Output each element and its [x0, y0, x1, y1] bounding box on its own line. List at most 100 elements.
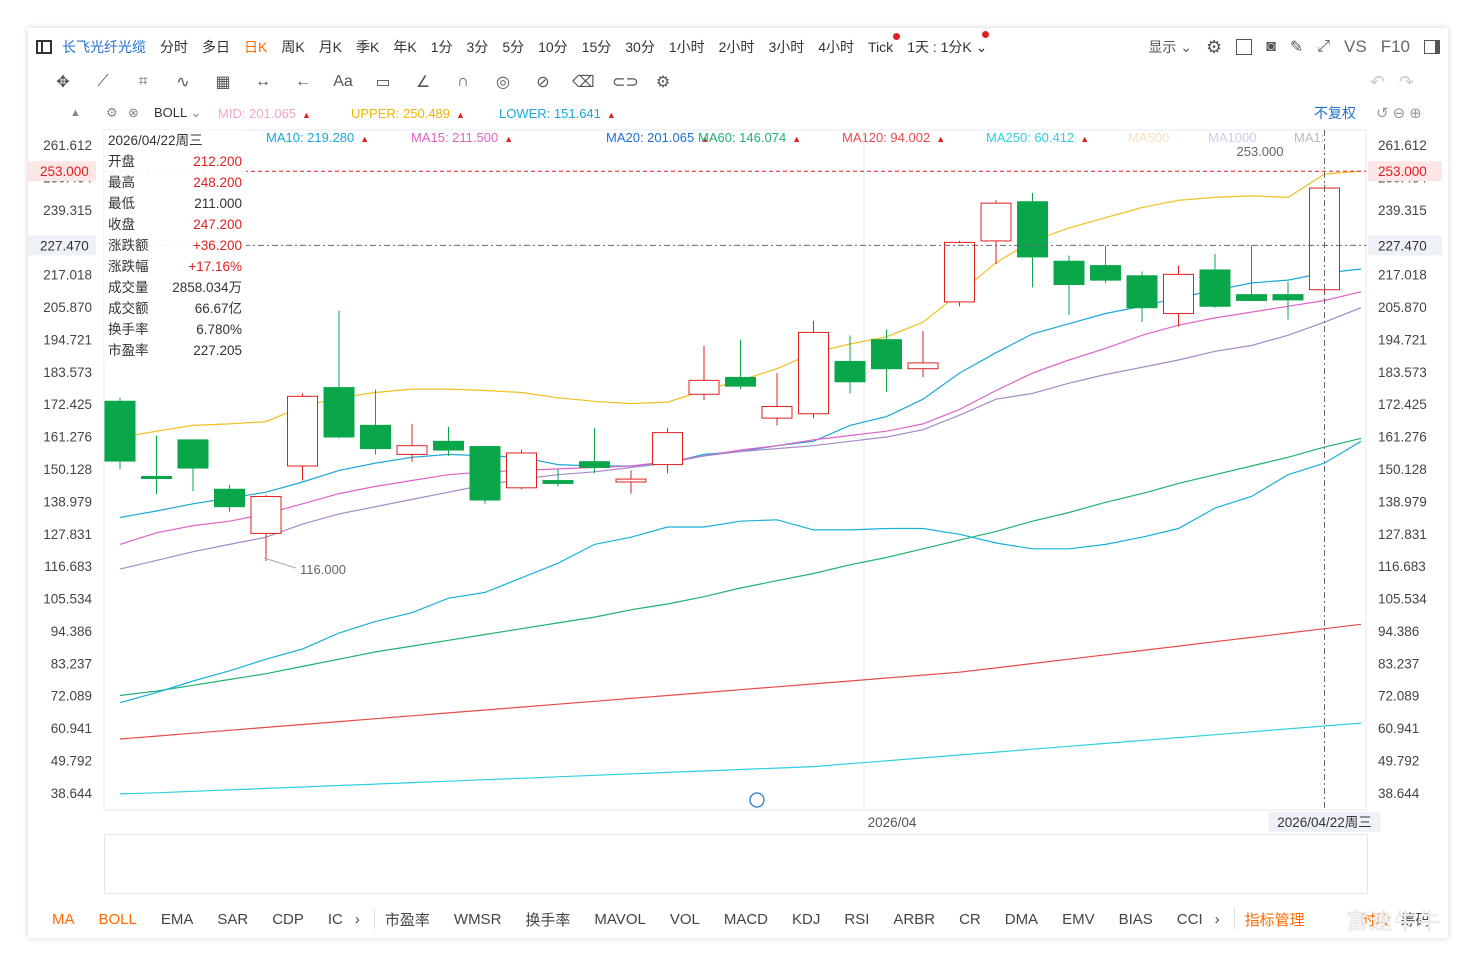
measure-tool-icon[interactable]: ↔ [255, 73, 271, 90]
settings-icon[interactable]: ⚙ [1205, 36, 1223, 57]
lock-icon[interactable]: ⊘ [536, 74, 550, 91]
settings-icon[interactable]: ⚙ [655, 74, 671, 91]
indicator-tab[interactable]: IC [327, 910, 343, 928]
period-toolbar: 长飞光纤光缆 分时 多日 日K 周K 月K 季K 年K 1分 3分 5分 10分… [28, 28, 1448, 66]
period-3hour[interactable]: 3小时 [768, 39, 805, 55]
period-15min[interactable]: 15分 [581, 39, 612, 55]
candle-body [1163, 273, 1194, 315]
period-30min[interactable]: 30分 [625, 39, 655, 55]
indicator-tab[interactable]: MAVOL [594, 910, 646, 928]
period-1min[interactable]: 1分 [430, 39, 453, 55]
camera-icon[interactable]: ◙ [1266, 38, 1276, 55]
line-tool-icon[interactable]: ⟋ [97, 73, 109, 90]
info-date-value: 2026/04/22周三 [108, 133, 203, 148]
indicator-tab[interactable]: SAR [217, 910, 249, 928]
indicator-tab[interactable]: 市盈率 [384, 911, 430, 929]
collapse-icon[interactable]: ▲ [70, 107, 81, 119]
delete-icon[interactable]: ⌫ [572, 74, 595, 91]
ma-label: MA20: 201.065 ▲ [606, 130, 710, 145]
adjust-toggle[interactable]: 不复权 [1314, 105, 1356, 121]
indicator-settings-icon[interactable]: ⚙ [106, 105, 118, 120]
info-value: 212.200 [193, 154, 242, 169]
indicator-tab[interactable]: RSI [844, 910, 870, 928]
display-menu[interactable]: 显示 ⌄ [1148, 37, 1192, 57]
period-1hour[interactable]: 1小时 [668, 39, 705, 55]
fullscreen-icon[interactable]: ⤢ [1317, 38, 1331, 55]
bottom-right-tab[interactable]: 时段 [1360, 911, 1391, 929]
candle-body [798, 331, 829, 415]
indicator-name[interactable]: BOLL ⌄ [154, 105, 201, 121]
period-intraday[interactable]: 分时 [160, 39, 188, 55]
f10-button[interactable]: F10 [1380, 37, 1410, 56]
vs-button[interactable]: VS [1344, 37, 1367, 56]
y-tick-label-left: 172.425 [43, 397, 92, 412]
indicator-tab[interactable]: MA [52, 910, 75, 928]
custom-period-select[interactable]: 1天 : 1分K ⌄ [907, 31, 990, 57]
indicator-tab[interactable]: BOLL [98, 910, 137, 928]
candle-body [725, 376, 756, 387]
period-daily[interactable]: 日K [244, 39, 268, 55]
period-5min[interactable]: 5分 [502, 39, 525, 55]
indicator-tab[interactable]: EMA [160, 910, 194, 928]
layout-icon[interactable] [1236, 39, 1253, 55]
y-tick-label-left: 138.979 [43, 494, 92, 509]
info-row: 成交额 66.67亿 [104, 298, 246, 319]
bottom-right-tab[interactable]: 筹码 [1400, 911, 1431, 929]
indicator-tab[interactable]: 指标管理 [1244, 911, 1305, 929]
period-2hour[interactable]: 2小时 [718, 39, 755, 55]
y-tick-label-right: 239.315 [1378, 203, 1427, 218]
indicator-tab[interactable]: 换手率 [525, 911, 571, 929]
indicator-tab[interactable]: DMA [1004, 910, 1039, 928]
move-icon[interactable]: ✥ [56, 74, 70, 91]
candle-info-panel: 2026/04/22周三 开盘 212.200 最高 248.200 最低 211.000… [104, 130, 246, 362]
magnet-icon[interactable]: ∩ [457, 73, 469, 90]
candle-body [506, 452, 537, 489]
chevron-right-icon[interactable]: › [354, 910, 360, 928]
text-tool-icon[interactable]: Aa [333, 73, 353, 90]
indicator-tab[interactable]: CR [959, 910, 981, 928]
indicator-tab[interactable]: EMV [1062, 910, 1095, 928]
chevron-right-icon[interactable]: › [1214, 910, 1220, 928]
indicator-tab[interactable]: ARBR [893, 910, 936, 928]
period-10min[interactable]: 10分 [538, 39, 568, 55]
y-tick-label-right: 138.979 [1378, 494, 1427, 509]
range-navigator[interactable] [104, 834, 1368, 894]
period-weekly[interactable]: 周K [281, 39, 305, 55]
indicator-close-icon[interactable]: ⊗ [128, 105, 139, 120]
comment-tool-icon[interactable]: ▭ [375, 74, 391, 91]
undo-redo-icons[interactable]: ↶↷ [1369, 71, 1428, 92]
indicator-tab[interactable]: KDJ [792, 910, 821, 928]
edit-icon[interactable]: ✎ [1289, 39, 1304, 56]
wave-tool-icon[interactable]: ∿ [176, 74, 190, 91]
indicator-tab[interactable]: WMSR [453, 910, 502, 928]
ma-label: MA1: [1294, 130, 1325, 145]
y-tick-label-left: 60.941 [51, 721, 92, 736]
channel-tool-icon[interactable]: ⌗ [138, 73, 148, 90]
fibonacci-tool-icon[interactable]: ▦ [215, 74, 231, 91]
indicator-tab[interactable]: VOL [669, 910, 700, 928]
period-monthly[interactable]: 月K [318, 39, 343, 55]
indicator-tab[interactable]: CCI [1176, 910, 1203, 928]
indicator-tab[interactable]: BIAS [1118, 910, 1153, 928]
period-quarterly[interactable]: 季K [356, 39, 380, 55]
sidebar-toggle-icon[interactable] [36, 40, 52, 54]
period-4hour[interactable]: 4小时 [818, 39, 855, 55]
info-value: 211.000 [194, 196, 242, 211]
side-panel-icon[interactable] [1424, 40, 1440, 54]
zoom-controls[interactable]: ↺⊖⊕ [1376, 105, 1426, 122]
stock-name[interactable]: 长飞光纤光缆 [62, 39, 146, 55]
period-yearly[interactable]: 年K [393, 39, 417, 55]
pen-tool-icon[interactable]: ∠ [415, 74, 431, 91]
period-multiday[interactable]: 多日 [202, 39, 230, 55]
candlestick-chart[interactable]: 261.612261.612250.464250.464239.315239.3… [28, 28, 1448, 938]
indicator-tab[interactable]: CDP [272, 910, 304, 928]
period-3min[interactable]: 3分 [466, 39, 489, 55]
indicator-tabs: MA BOLL EMA SAR CDP IC › 市盈率 WMSR 换手率 MAVOL VOL MACD… [28, 903, 1448, 935]
arrow-tool-icon[interactable]: ← [295, 73, 311, 90]
period-tick[interactable]: Tick [868, 33, 901, 55]
notification-dot [982, 31, 990, 38]
info-label: 最高 [108, 175, 135, 190]
hide-icon[interactable]: ◎ [496, 74, 510, 91]
indicator-tab[interactable]: MACD [723, 910, 769, 928]
sync-icon[interactable]: ⊂⊃ [612, 74, 639, 91]
